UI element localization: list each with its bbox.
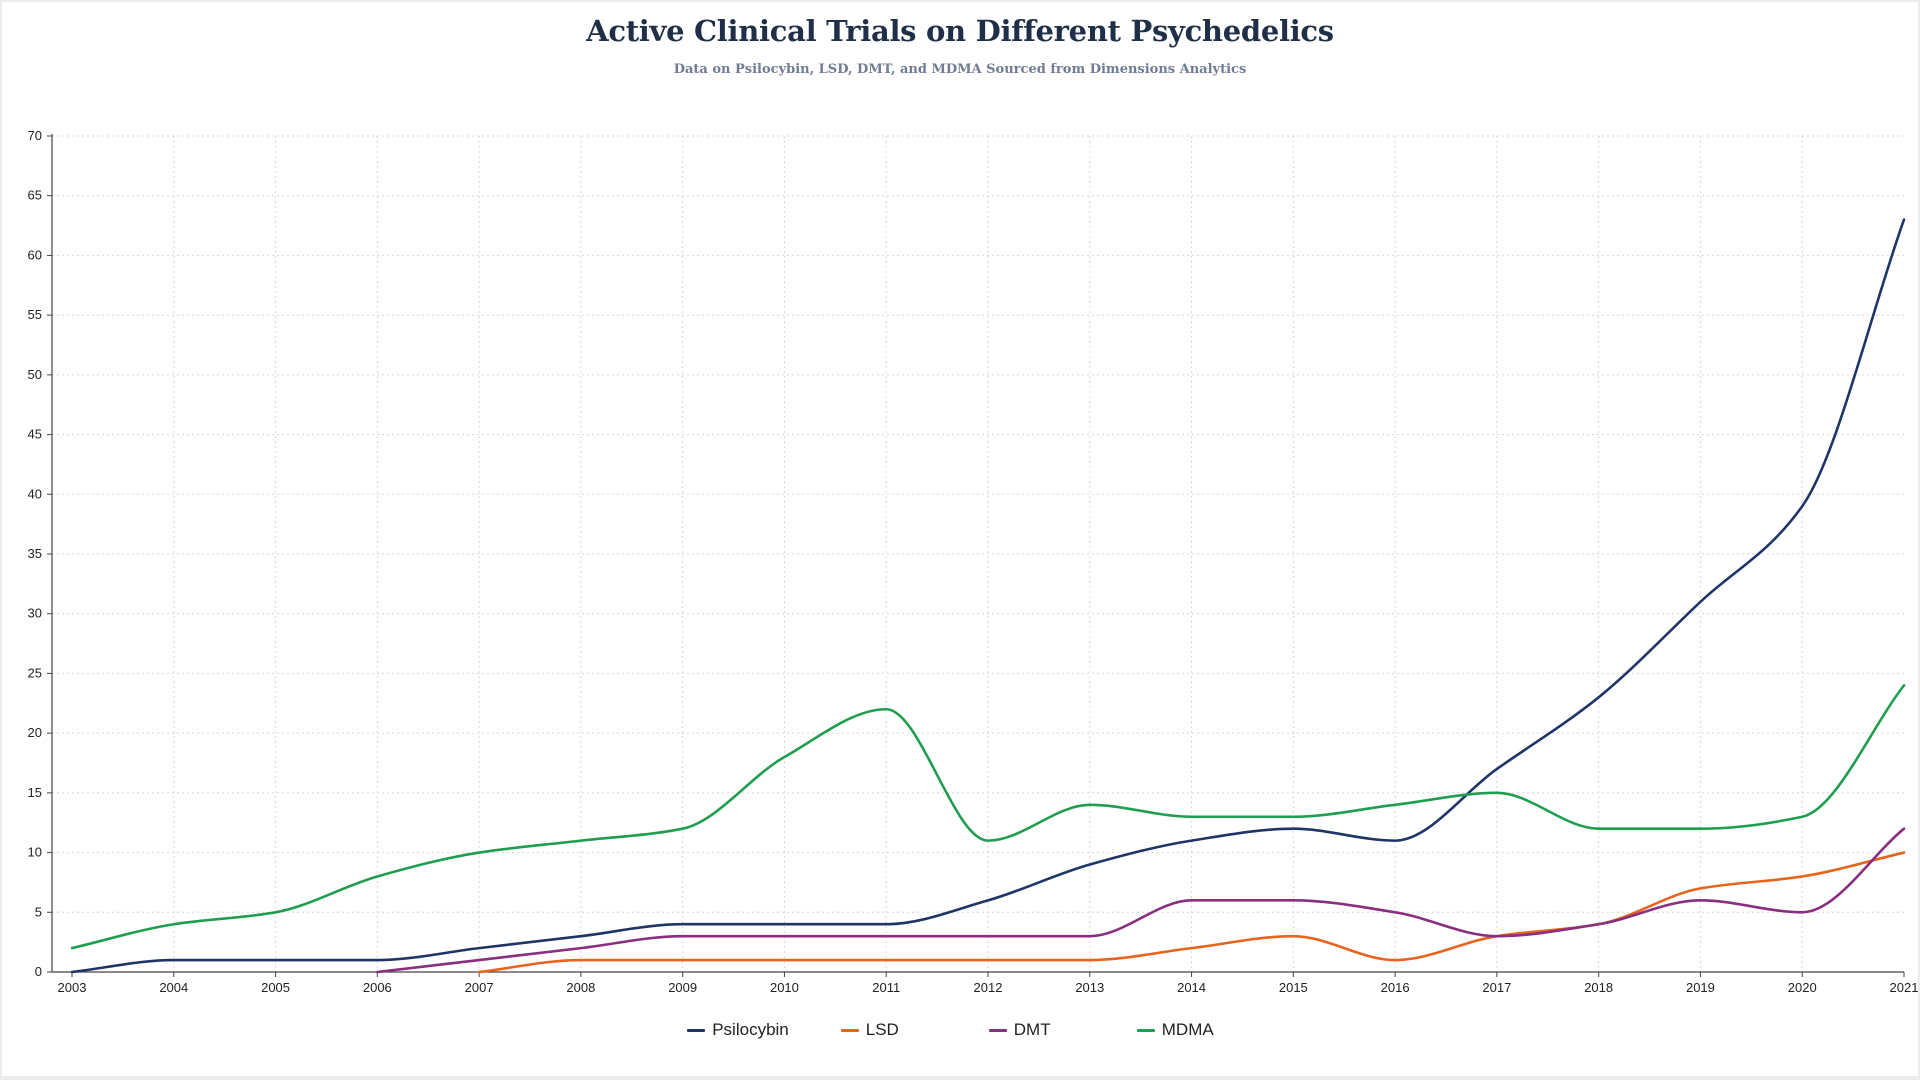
chart-title: Active Clinical Trials on Different Psyc… <box>586 14 1334 48</box>
x-tick-label: 2013 <box>1075 980 1104 995</box>
x-tick-label: 2008 <box>566 980 595 995</box>
x-tick-label: 2016 <box>1381 980 1410 995</box>
legend-label: MDMA <box>1161 1020 1214 1039</box>
y-tick-label: 5 <box>35 904 42 919</box>
series-lines <box>70 218 1906 974</box>
y-tick-label: 45 <box>28 427 42 442</box>
legend-swatch <box>1136 1028 1155 1032</box>
chart-subtitle: Data on Psilocybin, LSD, DMT, and MDMA S… <box>673 62 1247 77</box>
y-axis: 0 5 10 15 20 25 30 35 40 45 50 55 60 65 70 <box>28 128 53 979</box>
x-tick-label: 2009 <box>668 980 697 995</box>
y-tick-label: 60 <box>28 247 42 262</box>
x-tick-label: 2021 <box>1890 980 1919 995</box>
legend-item-mdma[interactable]: MDMA <box>1136 1020 1233 1040</box>
x-tick-label: 2019 <box>1686 980 1715 995</box>
y-tick-label: 30 <box>28 606 42 621</box>
legend-label: Psilocybin <box>712 1020 789 1039</box>
y-tick-label: 25 <box>28 665 42 680</box>
grid-lines <box>52 135 1904 972</box>
legend-item-dmt[interactable]: DMT <box>988 1020 1085 1040</box>
x-tick-label: 2006 <box>363 980 392 995</box>
series-line-dmt <box>376 827 1906 974</box>
x-tick-label: 2003 <box>58 980 87 995</box>
legend-swatch <box>988 1028 1007 1032</box>
series-line-mdma <box>70 684 1906 950</box>
legend-item-lsd[interactable]: LSD <box>840 1020 937 1040</box>
legend-item-psilocybin[interactable]: Psilocybin <box>687 1020 789 1040</box>
legend: Psilocybin LSD DMT MDMA <box>0 1020 1920 1040</box>
y-tick-label: 50 <box>28 367 42 382</box>
series-line-lsd <box>477 851 1906 974</box>
y-tick-label: 10 <box>28 845 42 860</box>
x-tick-label: 2004 <box>159 980 188 995</box>
y-tick-label: 40 <box>28 486 42 501</box>
legend-swatch <box>687 1028 706 1032</box>
y-tick-label: 70 <box>28 128 42 143</box>
y-tick-label: 15 <box>28 785 42 800</box>
x-tick-label: 2015 <box>1279 980 1308 995</box>
x-tick-label: 2011 <box>872 980 900 995</box>
y-tick-label: 0 <box>35 964 42 979</box>
y-tick-label: 55 <box>28 307 42 322</box>
x-tick-label: 2018 <box>1584 980 1613 995</box>
series-line-psilocybin <box>70 218 1906 974</box>
x-tick-label: 2005 <box>261 980 290 995</box>
legend-swatch <box>840 1028 859 1032</box>
legend-label: DMT <box>1013 1020 1051 1039</box>
x-tick-label: 2010 <box>770 980 799 995</box>
x-tick-label: 2007 <box>465 980 494 995</box>
x-tick-label: 2020 <box>1788 980 1817 995</box>
x-tick-label: 2012 <box>974 980 1003 995</box>
x-tick-label: 2014 <box>1177 980 1206 995</box>
x-tick-label: 2017 <box>1482 980 1511 995</box>
y-tick-label: 20 <box>28 725 42 740</box>
y-tick-label: 35 <box>28 546 42 561</box>
y-tick-label: 65 <box>28 188 42 203</box>
x-axis: 2003 2004 2005 2006 2007 2008 2009 2010 2011 2012… <box>52 971 1919 995</box>
legend-label: LSD <box>865 1020 899 1039</box>
